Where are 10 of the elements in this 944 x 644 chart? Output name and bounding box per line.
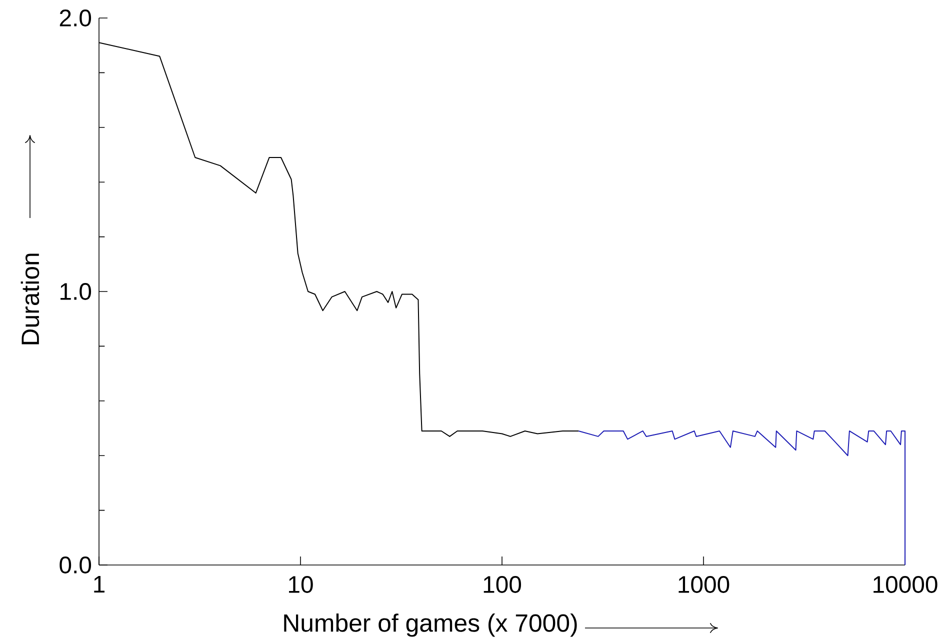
y-tick-label: 0.0 <box>60 556 92 574</box>
y-tick-label: 2.0 <box>60 10 92 26</box>
x-tick-label: 10000 <box>874 576 938 593</box>
x-tick-label: 10 <box>289 576 313 593</box>
y-tick-label: 1.0 <box>60 283 92 300</box>
y-axis-title: Duration <box>20 254 40 344</box>
x-tick-label: 1000 <box>678 576 730 593</box>
x-tick-label: 1 <box>94 576 104 592</box>
x-tick-label: 100 <box>484 576 522 593</box>
x-axis-title: Number of games (x 7000) <box>284 614 577 637</box>
